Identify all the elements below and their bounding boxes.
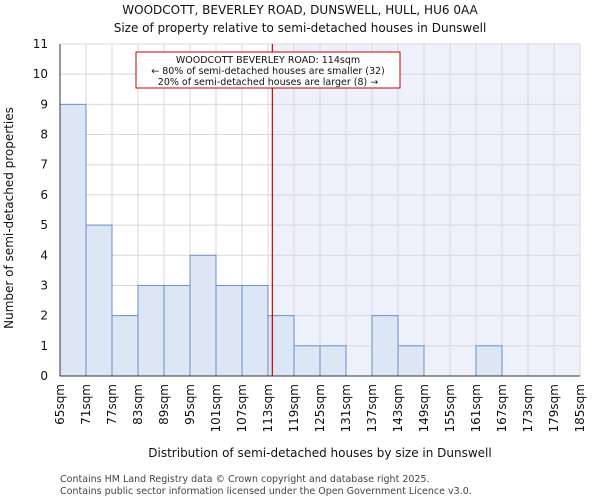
x-tick-label: 77sqm bbox=[105, 384, 119, 425]
y-tick-label: 8 bbox=[40, 128, 48, 142]
annotation-line: ← 80% of semi-detached houses are smalle… bbox=[151, 66, 385, 77]
y-tick-label: 3 bbox=[40, 278, 48, 292]
y-tick-label: 5 bbox=[40, 218, 48, 232]
x-tick-label: 137sqm bbox=[365, 384, 379, 432]
bar bbox=[397, 345, 425, 377]
x-tick-label: 83sqm bbox=[131, 384, 145, 425]
x-tick-label: 173sqm bbox=[521, 384, 535, 432]
x-tick-label: 179sqm bbox=[547, 384, 561, 432]
annotation-line: WOODCOTT BEVERLEY ROAD: 114sqm bbox=[176, 55, 360, 66]
y-tick-label: 7 bbox=[40, 158, 48, 172]
plot-area: 0 1 2 3 4 5 6 7 8 9 10 11 65sqm 71sqm 77sqm 83sqm 89sqm 9… bbox=[33, 37, 587, 432]
y-axis-label: Number of semi-detached properties bbox=[2, 107, 16, 329]
x-tick-label: 65sqm bbox=[53, 384, 67, 425]
bar bbox=[475, 345, 503, 377]
y-tick-label: 2 bbox=[40, 309, 48, 323]
x-tick-label: 167sqm bbox=[495, 384, 509, 432]
footer-line1: Contains HM Land Registry data © Crown c… bbox=[60, 474, 430, 485]
y-tick-label: 1 bbox=[40, 339, 48, 353]
y-tick-label: 6 bbox=[40, 188, 48, 202]
bar bbox=[241, 284, 269, 377]
x-tick-label: 125sqm bbox=[313, 384, 327, 432]
bar bbox=[85, 224, 113, 377]
x-tick-label: 155sqm bbox=[443, 384, 457, 432]
bar bbox=[163, 284, 191, 377]
larger-region-shade bbox=[272, 44, 580, 376]
footer-line2: Contains public sector information licen… bbox=[60, 486, 472, 497]
x-tick-label: 149sqm bbox=[417, 384, 431, 432]
bar bbox=[293, 345, 321, 377]
bar bbox=[319, 345, 347, 377]
annotation-box bbox=[135, 51, 401, 89]
x-tick-label: 161sqm bbox=[469, 384, 483, 432]
bar bbox=[371, 315, 399, 377]
x-tick-label: 71sqm bbox=[79, 384, 93, 425]
x-tick-label: 113sqm bbox=[261, 384, 275, 432]
bar bbox=[59, 103, 87, 377]
bar bbox=[137, 284, 165, 377]
y-tick-label: 9 bbox=[40, 97, 48, 111]
x-tick-label: 101sqm bbox=[209, 384, 223, 432]
chart-title-line1: WOODCOTT, BEVERLEY ROAD, DUNSWELL, HULL,… bbox=[122, 3, 478, 17]
bar bbox=[215, 284, 243, 377]
chart-title-line2: Size of property relative to semi-detach… bbox=[114, 21, 487, 35]
bar bbox=[111, 315, 139, 377]
x-tick-label: 185sqm bbox=[573, 384, 587, 432]
y-tick-label: 4 bbox=[40, 248, 48, 262]
x-tick-label: 143sqm bbox=[391, 384, 405, 432]
y-tick-label: 0 bbox=[40, 369, 48, 383]
x-tick-label: 131sqm bbox=[339, 384, 353, 432]
x-tick-label: 95sqm bbox=[183, 384, 197, 425]
annotation-line: 20% of semi-detached houses are larger (… bbox=[158, 77, 378, 88]
y-tick-label: 10 bbox=[33, 67, 48, 81]
x-tick-label: 89sqm bbox=[157, 384, 171, 425]
x-axis-label: Distribution of semi-detached houses by … bbox=[148, 446, 491, 460]
y-tick-label: 11 bbox=[33, 37, 48, 51]
x-tick-label: 119sqm bbox=[287, 384, 301, 432]
bar bbox=[189, 254, 217, 377]
x-tick-label: 107sqm bbox=[235, 384, 249, 432]
